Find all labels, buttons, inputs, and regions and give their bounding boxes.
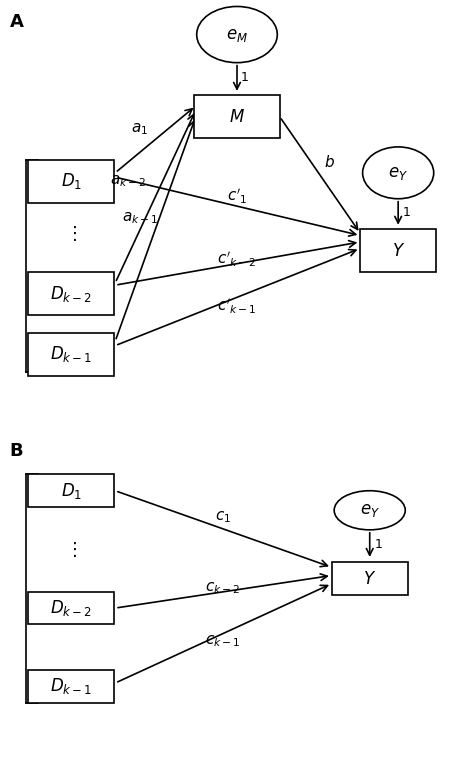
Text: 1: 1 <box>241 71 249 84</box>
Text: $c_{k-1}$: $c_{k-1}$ <box>205 633 240 649</box>
Text: $c'_1$: $c'_1$ <box>227 187 247 206</box>
FancyBboxPatch shape <box>28 670 114 703</box>
Text: $c'_{k-2}$: $c'_{k-2}$ <box>217 249 257 269</box>
Text: $\vdots$: $\vdots$ <box>65 224 77 243</box>
FancyBboxPatch shape <box>28 592 114 625</box>
FancyBboxPatch shape <box>332 562 408 595</box>
Text: $D_{k-2}$: $D_{k-2}$ <box>50 283 92 304</box>
Text: $\vdots$: $\vdots$ <box>65 540 77 559</box>
Text: 1: 1 <box>403 206 410 219</box>
Text: $a_1$: $a_1$ <box>131 122 148 137</box>
FancyBboxPatch shape <box>28 272 114 315</box>
Text: $a_{k-2}$: $a_{k-2}$ <box>110 174 146 190</box>
FancyBboxPatch shape <box>360 229 436 272</box>
Text: $e_Y$: $e_Y$ <box>388 164 408 182</box>
Text: $D_{k-1}$: $D_{k-1}$ <box>50 344 92 365</box>
Text: $Y$: $Y$ <box>363 570 376 587</box>
Ellipse shape <box>363 147 434 199</box>
Text: $D_{k-2}$: $D_{k-2}$ <box>50 598 92 618</box>
Text: A: A <box>9 13 23 31</box>
Text: $D_{k-1}$: $D_{k-1}$ <box>50 676 92 697</box>
Text: $b$: $b$ <box>324 154 335 170</box>
Text: $D_1$: $D_1$ <box>61 171 82 192</box>
Text: $c_{k-2}$: $c_{k-2}$ <box>205 581 240 597</box>
Text: $a_{k-1}$: $a_{k-1}$ <box>122 210 158 226</box>
FancyBboxPatch shape <box>28 160 114 203</box>
Text: $c'_{k-1}$: $c'_{k-1}$ <box>217 297 257 316</box>
Ellipse shape <box>334 490 405 530</box>
FancyBboxPatch shape <box>28 333 114 376</box>
Text: $D_1$: $D_1$ <box>61 481 82 501</box>
Text: $M$: $M$ <box>229 108 245 126</box>
Text: $e_M$: $e_M$ <box>226 26 248 43</box>
FancyBboxPatch shape <box>28 475 114 507</box>
Text: B: B <box>9 442 23 460</box>
Text: $Y$: $Y$ <box>392 242 405 259</box>
FancyBboxPatch shape <box>194 95 280 138</box>
Text: $c_1$: $c_1$ <box>215 509 231 525</box>
Ellipse shape <box>197 7 277 63</box>
Text: 1: 1 <box>374 538 382 551</box>
Text: $e_Y$: $e_Y$ <box>360 501 380 519</box>
